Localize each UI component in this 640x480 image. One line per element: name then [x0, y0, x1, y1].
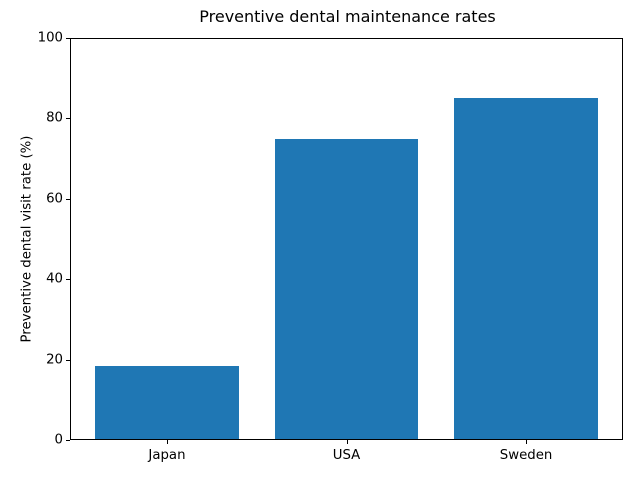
y-tick-label-40: 40 — [46, 271, 63, 287]
y-tick-mark-0 — [66, 440, 70, 441]
bar-sweden — [454, 98, 598, 440]
y-tick-mark-60 — [66, 198, 70, 200]
y-tick-mark-20 — [66, 359, 70, 361]
y-tick-mark-80 — [66, 118, 70, 120]
y-tick-label-0: 0 — [54, 432, 63, 448]
y-tick-label-80: 80 — [46, 110, 63, 126]
x-tick-label-japan: Japan — [148, 448, 186, 463]
y-tick-label-20: 20 — [46, 351, 63, 367]
bar-japan — [95, 365, 239, 440]
y-tick-label-60: 60 — [46, 191, 63, 207]
x-tick-label-sweden: Sweden — [499, 448, 553, 463]
x-tick-mark-japan — [166, 440, 168, 444]
x-tick-mark-sweden — [526, 440, 528, 444]
x-tick-label-usa: USA — [332, 448, 361, 463]
y-axis-label: Preventive dental visit rate (%) — [19, 135, 35, 343]
bar-usa — [274, 138, 419, 440]
y-tick-mark-100 — [66, 38, 70, 39]
plot-area — [70, 38, 623, 440]
chart-title: Preventive dental maintenance rates — [199, 7, 496, 26]
y-tick-label-100: 100 — [37, 30, 63, 46]
x-tick-mark-usa — [346, 440, 348, 444]
y-tick-mark-40 — [66, 279, 70, 281]
